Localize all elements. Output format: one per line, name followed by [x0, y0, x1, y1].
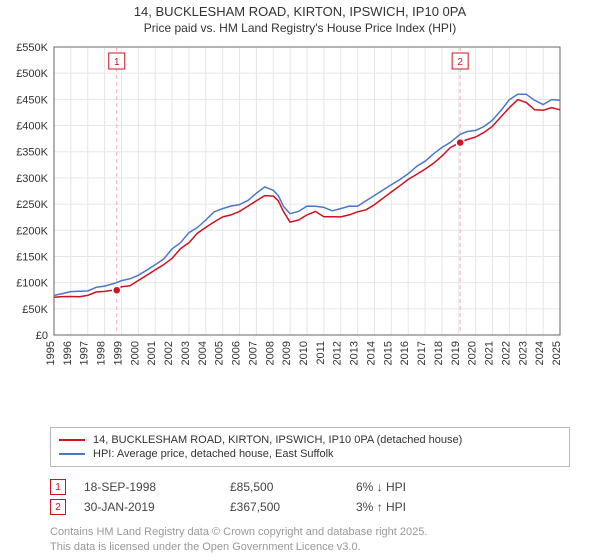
x-axis-tick-label: 2017	[416, 341, 428, 365]
legend-row: HPI: Average price, detached house, East…	[59, 448, 561, 460]
data-row: 1 18-SEP-1998 £85,500 6% ↓ HPI	[50, 479, 570, 495]
x-axis-tick-label: 2013	[349, 341, 361, 365]
y-axis-tick-label: £450K	[16, 94, 48, 106]
y-axis-tick-label: £100K	[16, 278, 48, 290]
chart-titles: 14, BUCKLESHAM ROAD, KIRTON, IPSWICH, IP…	[0, 0, 600, 37]
x-axis-tick-label: 2002	[163, 341, 175, 365]
chart-subtitle: Price paid vs. HM Land Registry's House …	[4, 21, 596, 35]
y-axis-tick-label: £300K	[16, 173, 48, 185]
y-axis-tick-label: £350K	[16, 147, 48, 159]
x-axis-tick-label: 2016	[399, 341, 411, 365]
y-axis-tick-label: £150K	[16, 251, 48, 263]
x-axis-tick-label: 2021	[484, 341, 496, 365]
legend-label: HPI: Average price, detached house, East…	[93, 448, 334, 460]
x-axis-tick-label: 2008	[264, 341, 276, 365]
data-row-delta: 3% ↑ HPI	[356, 500, 406, 514]
legend-label: 14, BUCKLESHAM ROAD, KIRTON, IPSWICH, IP…	[93, 434, 462, 446]
x-axis-tick-label: 1999	[112, 341, 124, 365]
line-chart: £0 £50K £100K £150K £200K £250K £300K £350K £400…	[6, 41, 566, 371]
y-axis-tick-label: £50K	[22, 304, 48, 316]
x-axis-tick-label: 2022	[500, 341, 512, 365]
legend: 14, BUCKLESHAM ROAD, KIRTON, IPSWICH, IP…	[50, 427, 570, 467]
chart-title: 14, BUCKLESHAM ROAD, KIRTON, IPSWICH, IP…	[4, 4, 596, 19]
x-axis-tick-label: 2001	[146, 341, 158, 365]
data-row-delta: 6% ↓ HPI	[356, 480, 406, 494]
x-axis-tick-label: 1998	[96, 341, 108, 365]
x-axis-tick-label: 2020	[467, 341, 479, 365]
data-row-price: £85,500	[230, 480, 320, 494]
chart-area: £0 £50K £100K £150K £200K £250K £300K £350K £400…	[6, 41, 586, 421]
chart-marker-label: 1	[114, 57, 120, 68]
legend-swatch	[59, 453, 85, 455]
attribution-line: This data is licensed under the Open Gov…	[50, 540, 570, 554]
x-axis-tick-label: 2006	[231, 341, 243, 365]
x-axis-tick-label: 1996	[62, 341, 74, 365]
data-row: 2 30-JAN-2019 £367,500 3% ↑ HPI	[50, 499, 570, 515]
legend-row: 14, BUCKLESHAM ROAD, KIRTON, IPSWICH, IP…	[59, 434, 561, 446]
x-axis-tick-label: 2018	[433, 341, 445, 365]
x-axis-tick-label: 2024	[534, 341, 546, 365]
data-row-date: 18-SEP-1998	[84, 480, 194, 494]
y-axis-tick-label: £400K	[16, 121, 48, 133]
y-axis-tick-label: £500K	[16, 68, 48, 80]
x-axis-tick-label: 2015	[382, 341, 394, 365]
x-axis-tick-label: 2003	[180, 341, 192, 365]
data-row-marker: 2	[50, 499, 66, 515]
x-axis-tick-label: 2004	[197, 341, 209, 365]
y-axis-tick-label: £250K	[16, 199, 48, 211]
x-axis-tick-label: 2007	[247, 341, 259, 365]
x-axis-tick-label: 2014	[365, 341, 377, 365]
data-row-date: 30-JAN-2019	[84, 500, 194, 514]
y-axis-tick-label: £200K	[16, 225, 48, 237]
attribution-line: Contains HM Land Registry data © Crown c…	[50, 525, 570, 539]
x-axis-tick-label: 2010	[298, 341, 310, 365]
x-axis-tick-label: 2005	[214, 341, 226, 365]
x-axis-tick-label: 1997	[79, 341, 91, 365]
x-axis-tick-label: 1995	[45, 341, 57, 365]
x-axis-tick-label: 2019	[450, 341, 462, 365]
attribution: Contains HM Land Registry data © Crown c…	[50, 525, 570, 554]
data-row-marker: 1	[50, 479, 66, 495]
y-axis-tick-label: £0	[36, 330, 48, 342]
x-axis-tick-label: 2009	[281, 341, 293, 365]
legend-swatch	[59, 439, 85, 441]
x-axis-tick-label: 2000	[129, 341, 141, 365]
chart-marker-label: 2	[457, 57, 463, 68]
x-axis-tick-label: 2012	[332, 341, 344, 365]
x-axis-tick-label: 2011	[315, 341, 327, 365]
data-point-table: 1 18-SEP-1998 £85,500 6% ↓ HPI 2 30-JAN-2019 £…	[50, 475, 570, 519]
y-axis-tick-label: £550K	[16, 42, 48, 54]
x-axis-tick-label: 2023	[517, 341, 529, 365]
x-axis-tick-label: 2025	[551, 341, 563, 365]
data-row-price: £367,500	[230, 500, 320, 514]
